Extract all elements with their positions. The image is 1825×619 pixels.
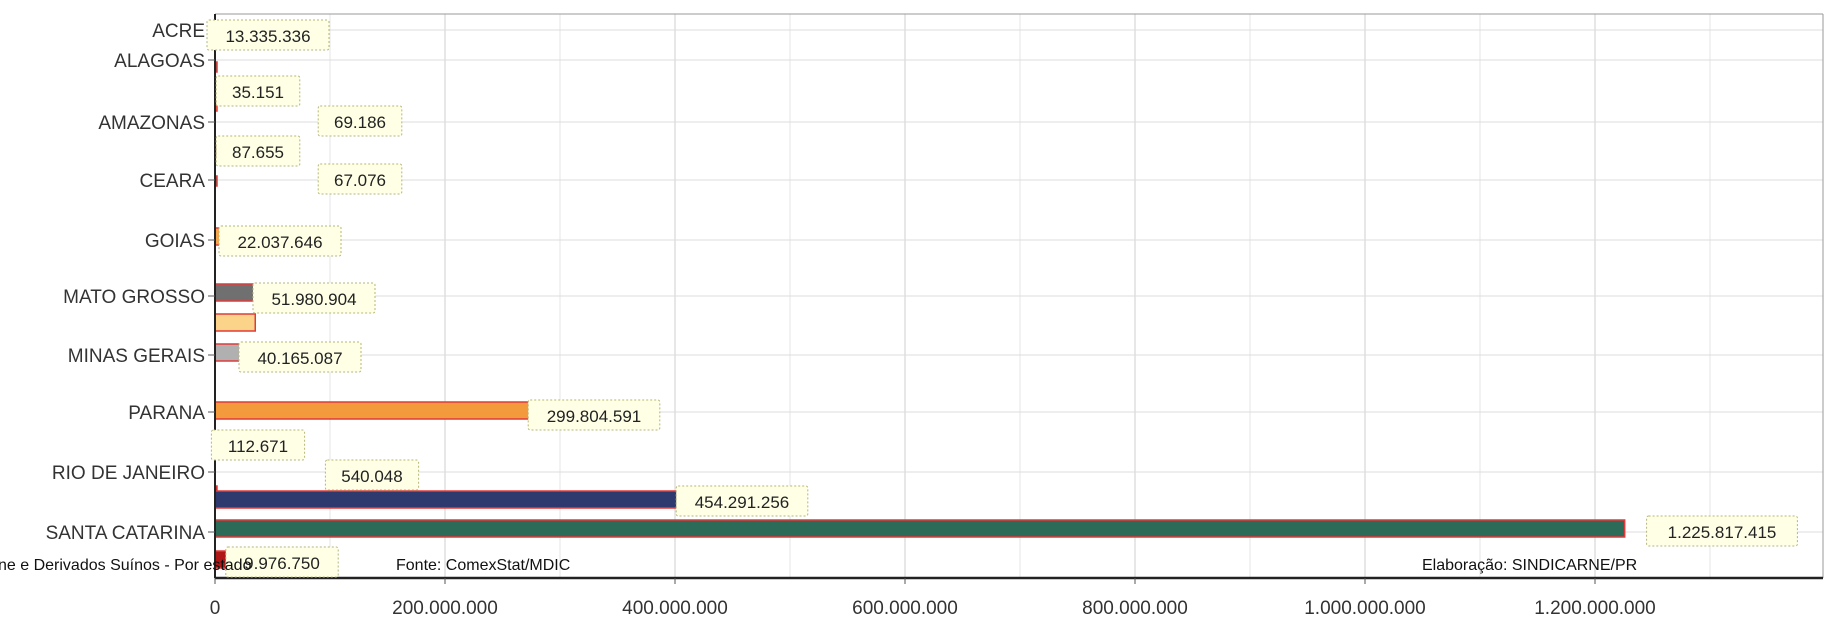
data-label: 35.151 — [232, 83, 284, 102]
data-label-box — [317, 163, 403, 195]
x-tick-label: 0 — [210, 598, 221, 619]
data-label-box — [317, 105, 403, 137]
data-label: 299.804.591 — [547, 407, 642, 426]
category-label: CEARA — [140, 171, 206, 192]
data-label-box — [238, 341, 362, 373]
x-tick-labels: 0 200.000.000 400.000.000 600.000.000 800.00… — [210, 578, 1656, 619]
data-labels: 13.335.336 35.151 69.186 87.655 67.076 22.037… — [206, 19, 1798, 578]
x-tick-label: 400.000.000 — [622, 598, 728, 619]
category-label: AMAZONAS — [98, 113, 205, 134]
category-label: MATO GROSSO — [63, 287, 205, 308]
data-label: 540.048 — [341, 467, 402, 486]
data-label-box — [206, 19, 330, 51]
data-label: 454.291.256 — [695, 493, 790, 512]
data-label-box — [527, 399, 661, 431]
category-label: ALAGOAS — [114, 51, 205, 72]
category-label: PARANA — [128, 403, 205, 424]
category-label: GOIAS — [145, 231, 205, 252]
x-tick-label: 200.000.000 — [392, 598, 498, 619]
data-label: 13.335.336 — [225, 27, 310, 46]
category-label: RIO DE JANEIRO — [52, 463, 205, 484]
category-labels: ACRE ALAGOAS AMAZONAS CEARA GOIAS MATO GROSSO… — [46, 21, 215, 544]
x-tick-label: 800.000.000 — [1082, 598, 1188, 619]
data-label: 9.976.750 — [244, 554, 320, 573]
footer-credit: Elaboração: SINDICARNE/PR — [1422, 557, 1637, 574]
category-label: MINAS GERAIS — [68, 346, 205, 367]
data-label: 40.165.087 — [257, 349, 342, 368]
data-label-box — [1646, 515, 1798, 547]
data-label-box — [252, 282, 376, 314]
category-label: SANTA CATARINA — [46, 523, 206, 544]
footer: ne e Derivados Suínos - Por estado Fonte… — [0, 557, 1637, 574]
bar — [214, 313, 256, 332]
data-label: 67.076 — [334, 171, 386, 190]
data-label: 87.655 — [232, 143, 284, 162]
plot-border — [214, 13, 1824, 580]
data-label-box — [225, 546, 339, 578]
x-tick-label: 1.000.000.000 — [1304, 598, 1426, 619]
x-tick-label: 600.000.000 — [852, 598, 958, 619]
bar — [214, 519, 1626, 538]
grid — [214, 14, 1823, 578]
data-label-box — [218, 225, 342, 257]
data-label: 69.186 — [334, 113, 386, 132]
data-label: 112.671 — [228, 437, 288, 456]
x-tick-label: 1.200.000.000 — [1534, 598, 1656, 619]
data-label-box — [210, 429, 306, 461]
data-label: 22.037.646 — [237, 233, 322, 252]
data-label: 51.980.904 — [271, 290, 356, 309]
data-label-box — [215, 75, 301, 107]
category-label: ACRE — [152, 21, 205, 42]
data-label-box — [675, 485, 809, 517]
data-label: 1.225.817.415 — [1668, 523, 1777, 542]
footer-title: ne e Derivados Suínos - Por estado — [0, 557, 252, 574]
bar — [214, 490, 739, 509]
footer-source: Fonte: ComexStat/MDIC — [396, 557, 570, 574]
bar — [214, 401, 561, 420]
data-label-box — [215, 135, 301, 167]
data-label-box — [324, 459, 420, 491]
